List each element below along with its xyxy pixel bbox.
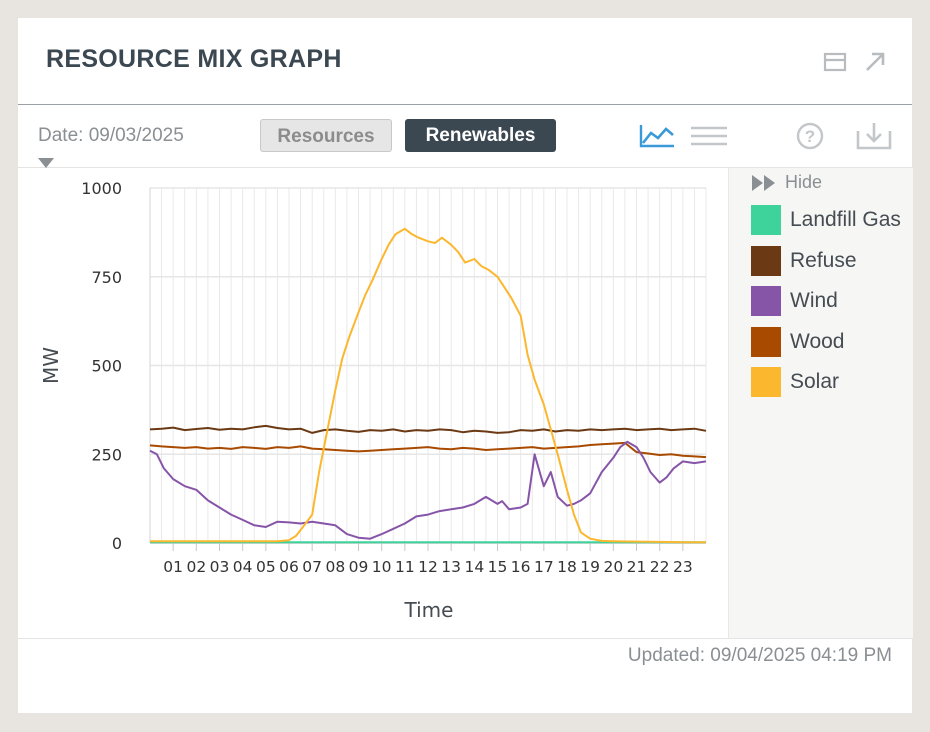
legend-swatch xyxy=(751,326,781,357)
series-line-refuse xyxy=(149,424,707,434)
series-line-wood xyxy=(149,441,707,459)
x-tick-label: 09 xyxy=(349,558,369,576)
x-tick-label: 19 xyxy=(580,558,600,576)
panel-icon[interactable] xyxy=(823,50,847,74)
series-line-solar xyxy=(150,227,706,544)
x-tick-label: 07 xyxy=(302,558,322,576)
date-dropdown-arrow-icon[interactable] xyxy=(38,158,54,168)
legend-swatch xyxy=(751,205,781,235)
x-tick-label: 20 xyxy=(603,558,623,576)
card-header: RESOURCE MIX GRAPH xyxy=(18,18,912,105)
line-chart-icon[interactable] xyxy=(638,123,676,149)
y-axis-title: MW xyxy=(39,347,63,384)
download-icon[interactable] xyxy=(855,121,893,151)
y-tick-label: 500 xyxy=(91,357,122,376)
double-arrow-right-icon xyxy=(752,175,775,191)
y-tick-label: 1000 xyxy=(81,179,122,198)
x-tick-label: 06 xyxy=(279,558,299,576)
expand-arrow-icon[interactable] xyxy=(863,50,887,74)
x-tick-label: 15 xyxy=(488,558,508,576)
date-selector[interactable]: Date: 09/03/2025 xyxy=(38,125,184,146)
legend-swatch xyxy=(751,286,781,316)
resource-mix-card: RESOURCE MIX GRAPH Date: 09/03/2025 Reso… xyxy=(18,18,913,714)
x-tick-label: 10 xyxy=(372,558,392,576)
x-tick-label: 17 xyxy=(534,558,554,576)
legend-label: Refuse xyxy=(790,248,857,272)
x-tick-label: 05 xyxy=(256,558,276,576)
legend-label: Solar xyxy=(790,370,840,393)
chart-legend: Hide Landfill Gas Refuse Wind Wood Solar xyxy=(728,168,913,638)
x-tick-label: 11 xyxy=(395,558,415,576)
x-tick-label: 12 xyxy=(418,558,438,576)
updated-timestamp: Updated: 09/04/2025 04:19 PM xyxy=(627,645,892,666)
x-tick-label: 16 xyxy=(511,558,531,576)
card-title: RESOURCE MIX GRAPH xyxy=(46,45,342,73)
resource-mix-line-chart: 0 250 500 750 1000 01 02 03 04 05 06 07 08 09 10 11 12 13… xyxy=(39,179,707,622)
x-tick-label: 18 xyxy=(557,558,577,576)
resources-tab-button[interactable]: Resources xyxy=(260,119,392,152)
hide-label: Hide xyxy=(785,172,823,192)
x-axis-title: Time xyxy=(404,598,454,622)
svg-text:?: ? xyxy=(805,127,815,146)
legend-swatch xyxy=(751,367,781,397)
x-tick-label: 03 xyxy=(210,558,230,576)
x-tick-label: 23 xyxy=(673,558,693,576)
chart-toolbar: Date: 09/03/2025 Resources Renewables ? xyxy=(18,105,912,168)
legend-swatch xyxy=(751,245,781,276)
series-line-wind xyxy=(149,440,707,540)
y-tick-label: 0 xyxy=(112,534,122,553)
x-tick-label: 13 xyxy=(441,558,461,576)
x-tick-label: 14 xyxy=(464,558,484,576)
x-tick-label: 22 xyxy=(650,558,670,576)
renewables-tab-button[interactable]: Renewables xyxy=(405,119,556,152)
chart-area: 0 250 500 750 1000 01 02 03 04 05 06 07 08 09 10 11 12 13… xyxy=(18,168,728,638)
legend-label: Wind xyxy=(790,289,838,312)
list-icon[interactable] xyxy=(690,125,728,147)
help-icon[interactable]: ? xyxy=(795,121,825,151)
card-footer: Updated: 09/04/2025 04:19 PM xyxy=(18,638,912,714)
x-tick-label: 08 xyxy=(325,558,345,576)
y-tick-label: 250 xyxy=(91,445,122,464)
x-tick-label: 02 xyxy=(186,558,206,576)
x-tick-label: 21 xyxy=(627,558,647,576)
legend-label: Landfill Gas xyxy=(790,208,901,231)
legend-label: Wood xyxy=(790,329,845,353)
x-tick-label: 04 xyxy=(233,558,253,576)
y-tick-label: 750 xyxy=(91,268,122,287)
x-tick-label: 01 xyxy=(163,558,183,576)
